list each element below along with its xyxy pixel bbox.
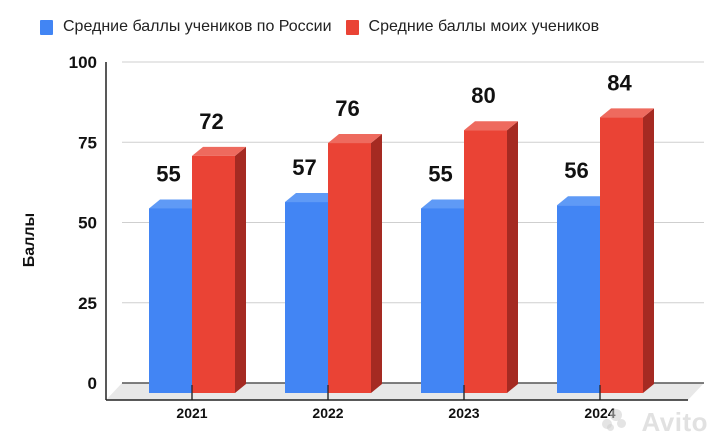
bar-russia	[285, 202, 328, 393]
data-label: 57	[292, 155, 316, 180]
bar-top-face	[192, 146, 246, 156]
bar-mine	[600, 117, 643, 394]
bar-mine	[328, 143, 371, 393]
legend-label-mine: Средние баллы моих учеников	[368, 18, 600, 35]
data-label: 55	[428, 161, 452, 186]
bar-russia	[557, 205, 600, 393]
bar-side-face	[371, 134, 382, 394]
data-label: 72	[199, 109, 223, 134]
data-label: 80	[471, 83, 495, 108]
bar-russia	[149, 208, 192, 393]
x-tick-label: 2022	[312, 405, 343, 421]
watermark: Avito	[641, 407, 708, 437]
legend-swatch-blue	[40, 19, 53, 35]
bar-side-face	[643, 108, 654, 394]
bar-mine	[192, 155, 235, 393]
bar-russia	[421, 208, 464, 393]
bar-side-face	[507, 121, 518, 393]
y-tick-label: 50	[78, 214, 97, 233]
x-tick-label: 2024	[584, 405, 615, 421]
data-label: 55	[156, 161, 180, 186]
x-tick-label: 2023	[448, 405, 479, 421]
avito-logo-icon	[602, 409, 628, 431]
legend-item-russia: Средние баллы учеников по России	[40, 18, 332, 36]
bar-top-face	[557, 196, 611, 206]
chart-legend: Средние баллы учеников по России Средние…	[40, 18, 599, 36]
data-label: 84	[607, 70, 632, 95]
legend-item-mine: Средние баллы моих учеников	[345, 18, 600, 36]
data-label: 76	[335, 96, 359, 121]
x-tick-label: 2021	[176, 405, 207, 421]
bar-top-face	[328, 134, 382, 144]
bar-top-face	[421, 199, 475, 209]
bar-top-face	[600, 108, 654, 118]
bar-top-face	[149, 199, 203, 209]
y-tick-label: 75	[78, 133, 97, 152]
chart-floor	[106, 383, 704, 400]
y-tick-label: 0	[88, 374, 97, 393]
legend-label-russia: Средние баллы учеников по России	[63, 18, 332, 35]
y-axis-title: Баллы	[21, 213, 38, 267]
bar-mine	[464, 130, 507, 393]
bar-top-face	[285, 193, 339, 203]
legend-swatch-red	[345, 19, 359, 35]
y-tick-label: 100	[69, 53, 97, 72]
data-label: 56	[564, 158, 588, 183]
bar-top-face	[464, 121, 518, 131]
bar-side-face	[235, 146, 246, 393]
y-tick-label: 25	[78, 294, 97, 313]
